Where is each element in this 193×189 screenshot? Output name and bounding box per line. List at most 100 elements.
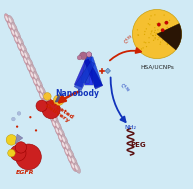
Ellipse shape <box>28 60 30 65</box>
Ellipse shape <box>8 23 11 28</box>
Circle shape <box>144 42 145 43</box>
Ellipse shape <box>5 16 8 21</box>
Circle shape <box>167 27 168 28</box>
Circle shape <box>152 35 153 36</box>
Ellipse shape <box>17 42 24 52</box>
Circle shape <box>175 40 176 41</box>
Text: Cᴸ⁹⁹: Cᴸ⁹⁹ <box>123 35 134 44</box>
Polygon shape <box>15 134 23 144</box>
Circle shape <box>157 23 161 26</box>
Circle shape <box>151 30 153 32</box>
Circle shape <box>163 14 165 16</box>
Circle shape <box>148 37 150 38</box>
Circle shape <box>137 34 139 36</box>
Ellipse shape <box>61 135 68 145</box>
Ellipse shape <box>33 77 39 87</box>
Circle shape <box>161 29 164 32</box>
Circle shape <box>160 41 161 43</box>
Ellipse shape <box>21 46 24 51</box>
Ellipse shape <box>21 51 24 56</box>
Ellipse shape <box>8 21 14 31</box>
Circle shape <box>86 52 92 57</box>
Circle shape <box>144 34 145 35</box>
Circle shape <box>157 39 158 40</box>
Circle shape <box>16 144 41 170</box>
Wedge shape <box>157 24 182 50</box>
Ellipse shape <box>42 93 49 103</box>
Ellipse shape <box>11 22 17 33</box>
Ellipse shape <box>65 144 68 149</box>
Text: PEG: PEG <box>130 143 146 148</box>
Ellipse shape <box>45 105 52 115</box>
Text: Targeted
Delivery: Targeted Delivery <box>43 98 74 124</box>
Ellipse shape <box>18 39 21 44</box>
Circle shape <box>175 29 176 30</box>
Ellipse shape <box>30 70 36 80</box>
Ellipse shape <box>30 64 36 75</box>
Circle shape <box>155 37 156 38</box>
Ellipse shape <box>68 156 71 161</box>
Polygon shape <box>89 57 102 88</box>
Ellipse shape <box>39 86 46 96</box>
Circle shape <box>159 44 161 45</box>
Circle shape <box>167 43 168 44</box>
Ellipse shape <box>15 32 18 37</box>
Polygon shape <box>81 53 91 84</box>
Text: EGFR: EGFR <box>15 170 34 175</box>
Circle shape <box>141 48 142 50</box>
Circle shape <box>162 39 163 40</box>
Ellipse shape <box>71 156 77 166</box>
Text: NH₂: NH₂ <box>124 125 136 129</box>
Ellipse shape <box>55 121 62 131</box>
Text: HSA/UCNPs: HSA/UCNPs <box>140 64 174 69</box>
Ellipse shape <box>47 102 49 107</box>
Ellipse shape <box>58 133 64 143</box>
Text: Nanobody: Nanobody <box>56 89 100 98</box>
Circle shape <box>42 101 60 119</box>
Ellipse shape <box>50 109 52 114</box>
Ellipse shape <box>9 17 12 23</box>
Ellipse shape <box>42 98 49 108</box>
Circle shape <box>169 35 171 36</box>
Ellipse shape <box>24 58 27 63</box>
Circle shape <box>145 42 146 43</box>
Circle shape <box>167 44 168 45</box>
Ellipse shape <box>34 79 36 84</box>
Ellipse shape <box>18 44 21 49</box>
Circle shape <box>151 31 152 33</box>
Circle shape <box>158 37 160 38</box>
Circle shape <box>153 40 154 41</box>
Ellipse shape <box>65 142 71 152</box>
Ellipse shape <box>31 67 34 72</box>
Circle shape <box>165 21 168 24</box>
Ellipse shape <box>36 84 42 94</box>
Ellipse shape <box>36 79 43 89</box>
Circle shape <box>155 35 156 36</box>
Polygon shape <box>74 57 91 88</box>
Circle shape <box>8 149 15 157</box>
Ellipse shape <box>40 88 43 93</box>
Circle shape <box>156 33 157 34</box>
Circle shape <box>144 31 146 32</box>
Ellipse shape <box>20 43 27 54</box>
Ellipse shape <box>8 15 14 26</box>
Ellipse shape <box>34 74 37 79</box>
Ellipse shape <box>46 100 52 110</box>
Ellipse shape <box>74 163 80 173</box>
Ellipse shape <box>14 29 21 40</box>
Circle shape <box>17 112 21 115</box>
Ellipse shape <box>68 149 74 159</box>
Circle shape <box>44 93 51 100</box>
Circle shape <box>149 19 150 20</box>
Ellipse shape <box>55 126 61 136</box>
Circle shape <box>142 47 144 49</box>
Circle shape <box>154 38 156 40</box>
Polygon shape <box>74 61 95 91</box>
Ellipse shape <box>56 123 59 128</box>
Circle shape <box>169 20 170 21</box>
Circle shape <box>29 116 31 118</box>
Circle shape <box>146 28 147 29</box>
Ellipse shape <box>53 116 56 121</box>
Circle shape <box>35 129 37 132</box>
Ellipse shape <box>59 135 62 140</box>
